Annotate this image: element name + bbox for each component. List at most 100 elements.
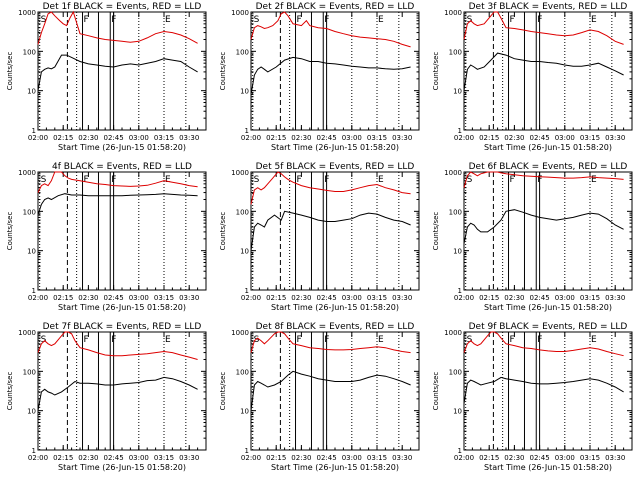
x-tick-label: 03:30	[179, 134, 199, 142]
panel-title: Det 5f BLACK = Events, RED = LLD	[256, 162, 415, 172]
marker-label: E	[591, 175, 597, 185]
series-events-line	[250, 370, 411, 411]
x-tick-label: 03:30	[392, 454, 412, 462]
marker-label: F	[297, 335, 302, 345]
series-events-line	[37, 193, 198, 216]
y-tick-label: 1	[32, 447, 36, 455]
series-lld-line	[463, 11, 624, 45]
marker-label: E	[591, 335, 597, 345]
x-tick-label: 03:15	[154, 294, 174, 302]
y-axis-label: Counts/sec	[6, 52, 14, 91]
x-axis-label: Start Time (26-Jun-15 01:58:20)	[484, 303, 612, 312]
marker-label: S	[41, 175, 47, 185]
x-tick-label: 02:45	[104, 134, 124, 142]
plot-frame	[463, 11, 633, 131]
x-tick-label: 02:45	[104, 294, 124, 302]
plot-frame	[37, 171, 207, 291]
x-tick-label: 03:30	[605, 134, 625, 142]
y-tick-label: 10	[27, 248, 36, 256]
x-tick-label: 02:15	[479, 454, 499, 462]
y-axis-label: Counts/sec	[219, 372, 227, 411]
y-tick-label: 10	[240, 248, 249, 256]
y-tick-label: 1	[458, 287, 462, 295]
marker-label: E	[378, 335, 384, 345]
marker-label: E	[591, 15, 597, 25]
marker-label: S	[41, 335, 47, 345]
y-axis-label: Counts/sec	[219, 212, 227, 251]
y-tick-label: 10	[453, 248, 462, 256]
x-tick-label: 02:00	[241, 134, 261, 142]
marker-label: E	[378, 175, 384, 185]
x-axis-label: Start Time (26-Jun-15 01:58:20)	[58, 463, 186, 472]
x-tick-label: 03:15	[154, 134, 174, 142]
series-lld-line	[37, 10, 198, 45]
marker-label: E	[165, 15, 171, 25]
x-tick-label: 03:15	[367, 294, 387, 302]
x-tick-label: 03:15	[580, 294, 600, 302]
series-events-line	[463, 52, 624, 91]
x-tick-label: 03:15	[154, 454, 174, 462]
y-axis-label: Counts/sec	[219, 52, 227, 91]
series-lld-line	[37, 171, 198, 193]
x-tick-label: 02:30	[291, 454, 311, 462]
series-events-line	[37, 376, 198, 411]
panel-title: Det 7f BLACK = Events, RED = LLD	[43, 322, 202, 332]
marker-label: S	[254, 175, 260, 185]
x-tick-label: 03:30	[179, 454, 199, 462]
y-tick-label: 1	[245, 127, 249, 135]
x-tick-label: 02:30	[78, 294, 98, 302]
y-tick-label: 1	[32, 287, 36, 295]
y-tick-label: 1000	[18, 9, 36, 17]
plot-frame	[37, 11, 207, 131]
marker-label: F	[297, 175, 302, 185]
plot-frame	[250, 11, 420, 131]
x-tick-label: 02:30	[504, 134, 524, 142]
panel-title: 4f BLACK = Events, RED = LLD	[52, 162, 192, 172]
x-tick-label: 02:45	[317, 134, 337, 142]
x-tick-label: 03:15	[367, 134, 387, 142]
series-lld-line	[250, 11, 411, 48]
y-tick-label: 1000	[231, 169, 249, 177]
y-tick-label: 1	[245, 447, 249, 455]
panel-title: Det 2f BLACK = Events, RED = LLD	[256, 2, 415, 12]
series-lld-line	[37, 331, 198, 360]
x-tick-label: 02:00	[28, 454, 48, 462]
y-axis-label: Counts/sec	[6, 212, 14, 251]
x-tick-label: 03:00	[129, 454, 149, 462]
x-tick-label: 02:45	[530, 294, 550, 302]
x-axis-label: Start Time (26-Jun-15 01:58:20)	[271, 303, 399, 312]
x-tick-label: 02:15	[53, 454, 73, 462]
series-events-line	[463, 209, 624, 244]
panel-8: Det 8f BLACK = Events, RED = LLD 1 10 100 10…	[219, 322, 420, 472]
y-tick-label: 1000	[444, 9, 462, 17]
x-tick-label: 02:45	[530, 134, 550, 142]
x-tick-label: 02:45	[317, 294, 337, 302]
x-tick-label: 03:00	[129, 294, 149, 302]
y-tick-label: 100	[449, 208, 462, 216]
y-tick-label: 100	[449, 48, 462, 56]
y-tick-label: 100	[449, 368, 462, 376]
y-tick-label: 10	[453, 88, 462, 96]
x-tick-label: 02:00	[454, 294, 474, 302]
y-tick-label: 100	[236, 48, 249, 56]
x-tick-label: 02:45	[530, 454, 550, 462]
y-axis-label: Counts/sec	[432, 52, 440, 91]
marker-label: S	[467, 175, 473, 185]
x-tick-label: 02:45	[104, 454, 124, 462]
x-axis-label: Start Time (26-Jun-15 01:58:20)	[271, 143, 399, 152]
series-events-line	[250, 56, 411, 95]
y-tick-label: 1000	[18, 169, 36, 177]
x-tick-label: 02:15	[479, 294, 499, 302]
series-events-line	[37, 54, 198, 91]
x-tick-label: 03:30	[392, 294, 412, 302]
x-tick-label: 03:30	[605, 454, 625, 462]
x-tick-label: 02:30	[78, 134, 98, 142]
y-tick-label: 10	[27, 408, 36, 416]
x-axis-label: Start Time (26-Jun-15 01:58:20)	[271, 463, 399, 472]
x-tick-label: 02:30	[504, 454, 524, 462]
x-axis-label: Start Time (26-Jun-15 01:58:20)	[484, 143, 612, 152]
x-tick-label: 02:15	[266, 294, 286, 302]
marker-label: F	[84, 175, 89, 185]
series-events-line	[463, 376, 624, 404]
